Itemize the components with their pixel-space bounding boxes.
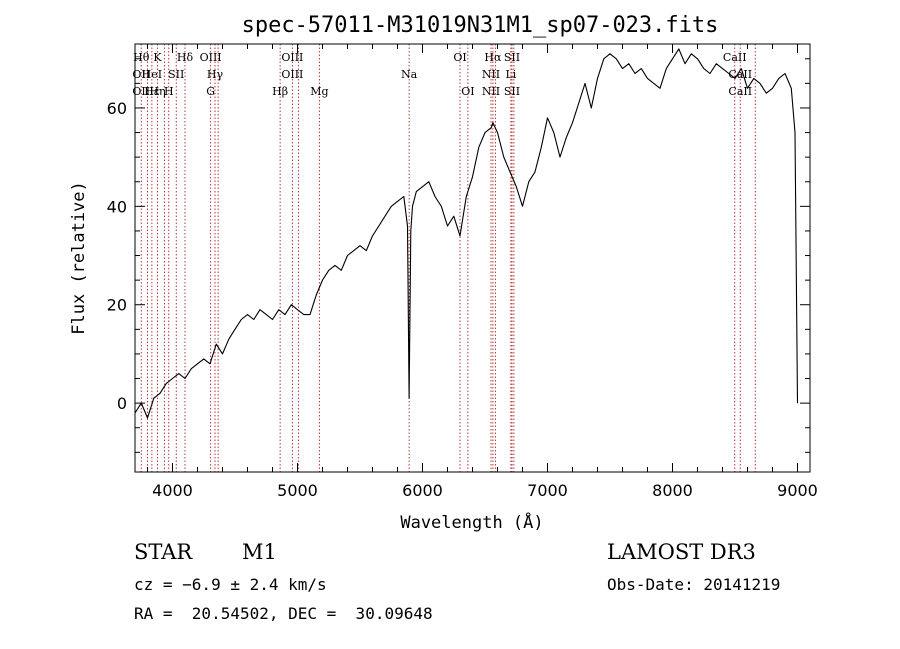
line-label: Hδ [177,51,194,64]
line-label: SII [504,85,520,98]
y-axis-label: Flux (relative) [69,181,89,335]
line-label: HeI [142,68,162,81]
line-label: OIII [281,68,303,81]
series-line-0 [134,48,799,419]
line-label: Hγ [207,68,224,81]
line-label: OI [461,85,474,98]
line-label: Hα [484,51,502,64]
x-axis-ticks: 4000 5000 6000 7000 8000 9000 [147,44,818,500]
line-label: Hθ [133,51,150,64]
line-label: Hε [144,85,160,98]
line-label: SII [168,68,184,81]
object-class: STAR [134,540,193,564]
line-label: Hβ [272,85,288,98]
y-tick-label: 0 [117,394,127,413]
line-label: Hη [149,85,165,98]
x-tick-label: 4000 [152,481,193,500]
line-label: OII [132,85,150,98]
line-label: K [153,51,162,64]
x-tick-label: 7000 [527,481,568,500]
line-label: CaII [723,51,747,64]
line-label: Mg [310,85,328,98]
x-tick-label: 6000 [402,481,443,500]
line-label: H [164,85,174,98]
line-label: NII [482,85,500,98]
object-subclass: M1 [242,540,277,564]
line-label: G [206,85,215,98]
y-tick-label: 40 [107,197,127,216]
plot-frame [134,43,811,473]
observation-date: Obs-Date: 20141219 [607,575,781,594]
survey-name: LAMOST DR3 [607,540,756,564]
x-tick-label: 9000 [777,481,818,500]
line-label: OIII [281,51,303,64]
y-tick-label: 60 [107,99,127,118]
line-label: Na [401,68,418,81]
coordinates: RA = 20.54502, DEC = 30.09648 [134,604,433,623]
line-label: Li [505,68,516,81]
line-label: SII [504,51,520,64]
line-label: OI [453,51,466,64]
chart-title: spec-57011-M31019N31M1_sp07-023.fits [242,13,719,38]
line-label: NII [482,68,500,81]
y-tick-label: 20 [107,296,127,315]
x-tick-label: 5000 [277,481,318,500]
y-axis-ticks: 0 20 40 60 [107,58,810,453]
redshift-velocity: cz = −6.9 ± 2.4 km/s [134,575,327,594]
series-layer [134,48,799,419]
line-label: OII [132,68,150,81]
x-axis-label: Wavelength (Å) [400,511,543,533]
spectral-line-markers [140,44,756,472]
x-tick-label: 8000 [652,481,693,500]
line-label: CaII [728,85,752,98]
line-label: OIII [200,51,222,64]
